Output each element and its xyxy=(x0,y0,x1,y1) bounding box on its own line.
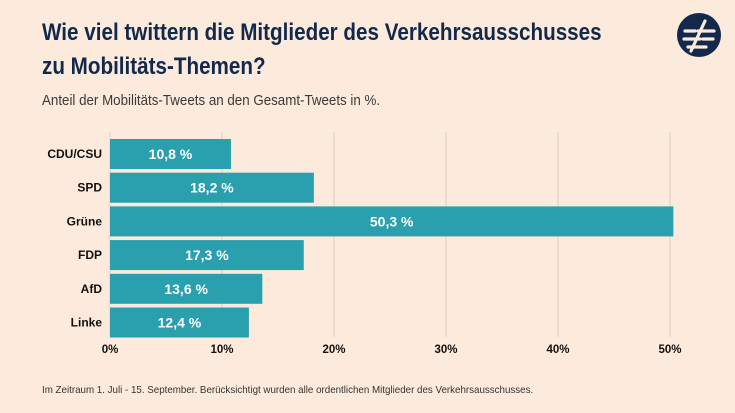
bar xyxy=(110,172,314,203)
bar-value-label: 13,6 % xyxy=(164,281,208,297)
organization-logo-icon xyxy=(677,13,721,57)
category-label: SPD xyxy=(77,181,102,195)
category-label: CDU/CSU xyxy=(47,147,102,161)
bar-value-label: 18,2 % xyxy=(190,180,234,196)
category-label: FDP xyxy=(78,248,102,262)
chart-title-line-1: Wie viel twittern die Mitglieder des Ver… xyxy=(42,19,602,46)
footnote: Im Zeitraum 1. Juli - 15. September. Ber… xyxy=(42,384,534,396)
bar-value-label: 10,8 % xyxy=(149,146,193,162)
bar xyxy=(110,139,231,169)
x-tick-label: 40% xyxy=(546,344,569,356)
bar-value-label: 12,4 % xyxy=(158,315,202,331)
x-tick-label: 30% xyxy=(434,344,457,356)
chart-subtitle: Anteil der Mobilitäts-Tweets an den Gesa… xyxy=(42,93,381,109)
x-tick-label: 50% xyxy=(658,344,681,356)
bar xyxy=(110,273,263,304)
bar xyxy=(110,307,249,338)
x-tick-label: 20% xyxy=(322,344,345,356)
category-label: AfD xyxy=(81,282,103,296)
category-label: Grüne xyxy=(67,214,103,228)
category-label: Linke xyxy=(71,316,103,330)
chart-title-line-2: zu Mobilitäts-Themen? xyxy=(42,53,266,80)
chart-title: Wie viel twittern die Mitglieder des Ver… xyxy=(42,16,602,84)
x-tick-label: 0% xyxy=(102,344,119,356)
bar xyxy=(110,240,304,271)
bar-value-label: 17,3 % xyxy=(185,247,229,263)
x-tick-label: 10% xyxy=(210,344,233,356)
bar-value-label: 50,3 % xyxy=(370,213,414,229)
bar xyxy=(110,206,674,237)
